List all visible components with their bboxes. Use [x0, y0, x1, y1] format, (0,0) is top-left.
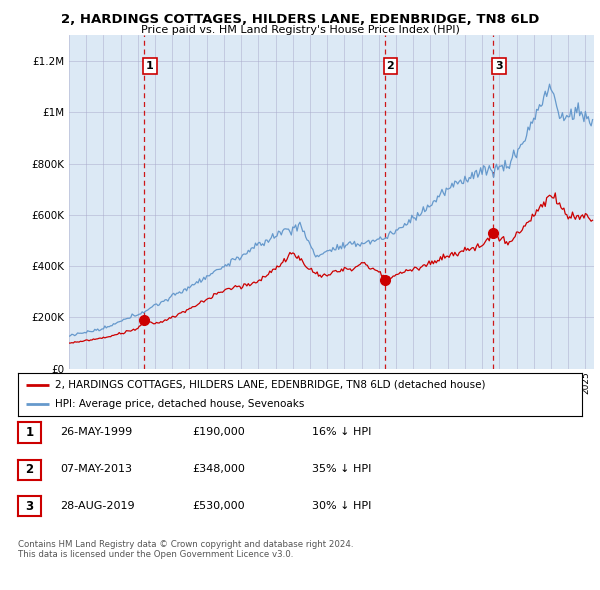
Text: Price paid vs. HM Land Registry's House Price Index (HPI): Price paid vs. HM Land Registry's House …	[140, 25, 460, 35]
Text: £530,000: £530,000	[192, 501, 245, 510]
Text: 2, HARDINGS COTTAGES, HILDERS LANE, EDENBRIDGE, TN8 6LD: 2, HARDINGS COTTAGES, HILDERS LANE, EDEN…	[61, 13, 539, 26]
Text: 28-AUG-2019: 28-AUG-2019	[60, 501, 134, 510]
Text: 2: 2	[386, 61, 394, 71]
Text: 35% ↓ HPI: 35% ↓ HPI	[312, 464, 371, 474]
Text: Contains HM Land Registry data © Crown copyright and database right 2024.
This d: Contains HM Land Registry data © Crown c…	[18, 540, 353, 559]
Text: 3: 3	[495, 61, 503, 71]
Text: £348,000: £348,000	[192, 464, 245, 474]
Text: 2, HARDINGS COTTAGES, HILDERS LANE, EDENBRIDGE, TN8 6LD (detached house): 2, HARDINGS COTTAGES, HILDERS LANE, EDEN…	[55, 380, 485, 390]
Text: £190,000: £190,000	[192, 427, 245, 437]
Text: 30% ↓ HPI: 30% ↓ HPI	[312, 501, 371, 510]
Text: 3: 3	[25, 500, 34, 513]
Text: 1: 1	[25, 426, 34, 439]
Text: 26-MAY-1999: 26-MAY-1999	[60, 427, 132, 437]
Text: 2: 2	[25, 463, 34, 476]
Text: 16% ↓ HPI: 16% ↓ HPI	[312, 427, 371, 437]
Text: HPI: Average price, detached house, Sevenoaks: HPI: Average price, detached house, Seve…	[55, 399, 304, 409]
Text: 1: 1	[146, 61, 154, 71]
Text: 07-MAY-2013: 07-MAY-2013	[60, 464, 132, 474]
